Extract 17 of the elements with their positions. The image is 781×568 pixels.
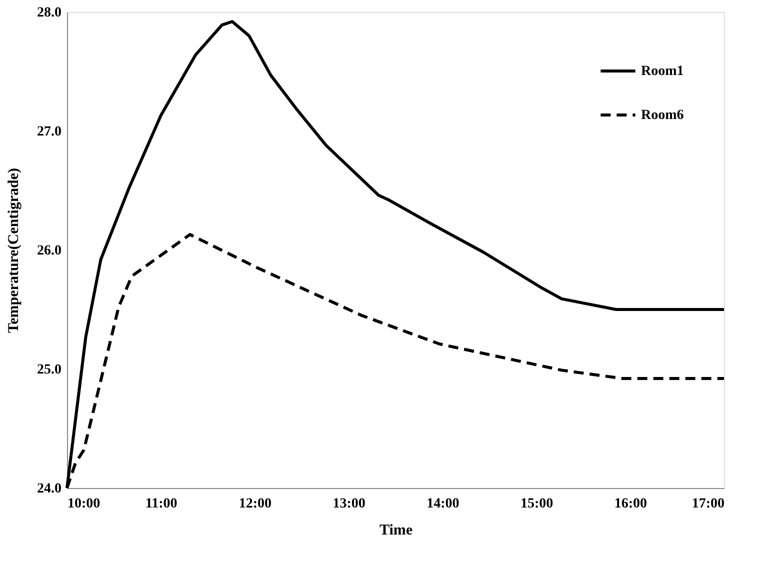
x-tick-label: 10:00 (68, 496, 100, 512)
x-tick-label: 11:00 (145, 496, 178, 512)
y-axis-title: Temperature(Centigrade) (6, 168, 22, 333)
x-tick-label: 16:00 (614, 496, 647, 512)
legend-label: Room6 (641, 108, 684, 123)
y-tick-label: 28.0 (37, 6, 62, 20)
x-tick-label: 17:00 (692, 496, 724, 512)
y-tick-label: 25.0 (37, 362, 62, 378)
x-axis-title: Time (379, 522, 413, 538)
y-tick-label: 26.0 (37, 244, 62, 258)
x-tick-label: 12:00 (238, 496, 272, 512)
x-tick-label: 15:00 (520, 496, 554, 512)
x-tick-label: 13:00 (332, 496, 366, 512)
x-tick-label: 14:00 (426, 496, 460, 512)
y-tick-label: 24.0 (37, 482, 62, 496)
legend-label: Room1 (641, 64, 684, 79)
y-tick-label: 27.0 (37, 124, 62, 140)
